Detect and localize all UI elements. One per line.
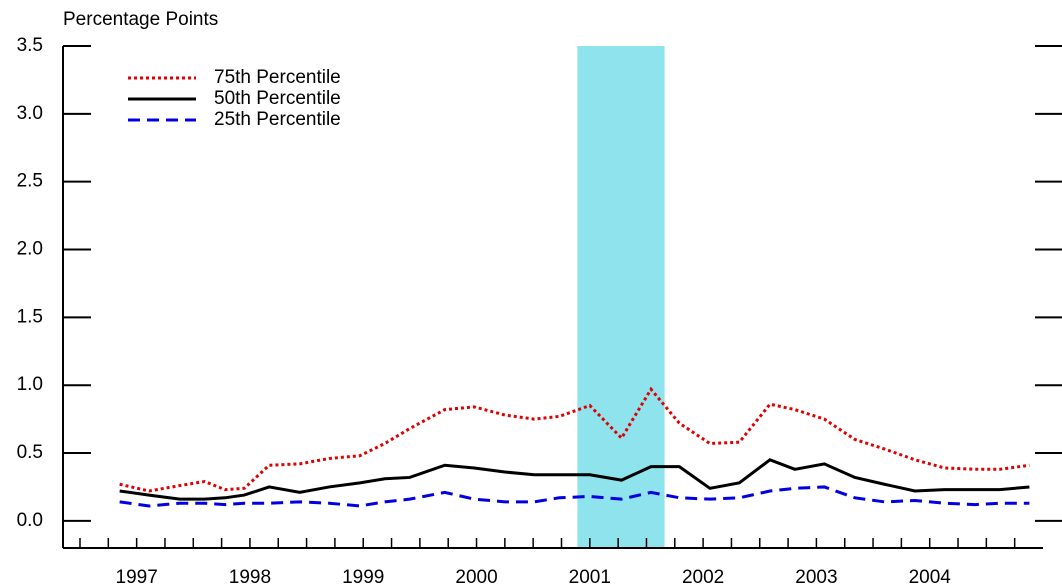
y-tick-label: 2.5 (17, 171, 43, 192)
y-tick-label: 0.5 (17, 442, 43, 463)
x-tick-label: 2001 (569, 567, 611, 587)
x-tick-label: 1998 (229, 567, 271, 587)
line-series (119, 386, 1030, 493)
y-tick-label: 3.0 (17, 103, 43, 124)
x-tick-label: 2004 (909, 567, 952, 587)
y-tick-label: 0.0 (17, 510, 43, 531)
y-tick-label: 3.5 (17, 35, 43, 56)
line-series (119, 458, 1030, 501)
y-tick-label: 1.0 (17, 374, 43, 395)
x-tick-label: 1997 (116, 567, 158, 587)
x-tick-label: 1999 (342, 567, 384, 587)
legend-label: 50th Percentile (214, 88, 341, 109)
x-tick-label: 2003 (795, 567, 837, 587)
line-series (119, 485, 1030, 508)
recession-shade (577, 46, 665, 548)
x-tick-label: 2000 (455, 567, 497, 587)
y-tick-label: 2.0 (17, 239, 43, 260)
y-axis-label: Percentage Points (63, 9, 218, 30)
legend-label: 25th Percentile (214, 109, 341, 130)
x-tick-label: 2002 (682, 567, 724, 587)
y-tick-label: 1.5 (17, 306, 43, 327)
legend-label: 75th Percentile (214, 67, 341, 88)
